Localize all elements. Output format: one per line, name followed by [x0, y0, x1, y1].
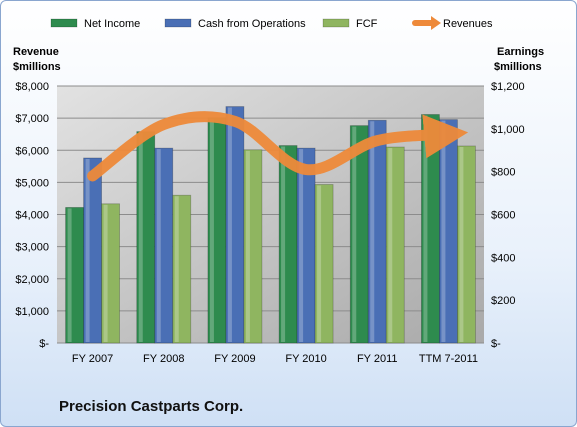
- x-axis-tick-label: FY 2008: [143, 353, 184, 365]
- bar-highlight: [138, 132, 143, 342]
- bar-fcf: [314, 184, 334, 344]
- bar-fcf: [385, 146, 405, 344]
- right-axis-tick-label: $800: [491, 167, 515, 179]
- left-axis-tick-label: $5,000: [15, 177, 49, 189]
- x-axis-tick-label: FY 2007: [72, 353, 113, 365]
- legend-label-fcf: FCF: [356, 18, 378, 30]
- bar-highlight: [85, 158, 90, 342]
- revenues-line: [87, 111, 469, 182]
- bar-highlight: [317, 185, 322, 342]
- bar-highlight: [352, 126, 357, 342]
- left-axis-tick-label: $-: [39, 338, 49, 350]
- bar-highlight: [299, 149, 304, 342]
- legend-arrow: [431, 16, 441, 30]
- legend-swatch-net-income: [50, 18, 78, 28]
- legend-label-net-income: Net Income: [84, 18, 140, 30]
- left-axis-tick-label: $7,000: [15, 113, 49, 125]
- right-axis-title-line1: Earnings: [497, 46, 544, 58]
- left-axis-tick-label: $3,000: [15, 242, 49, 254]
- bar-highlight: [281, 146, 286, 342]
- bar-highlight: [441, 120, 446, 342]
- x-axis-tick-label: FY 2010: [285, 353, 326, 365]
- bar-highlight: [103, 204, 108, 342]
- left-axis-tick-label: $6,000: [15, 145, 49, 157]
- legend-label-cash-from-operations: Cash from Operations: [198, 18, 306, 30]
- right-axis-tick-label: $600: [491, 210, 515, 222]
- x-axis-tick-label: FY 2009: [214, 353, 255, 365]
- bar-highlight: [245, 150, 250, 342]
- x-axis-tick-label: FY 2011: [357, 353, 398, 365]
- company-name: Precision Castparts Corp.: [59, 398, 244, 415]
- right-axis-tick-label: $1,200: [491, 81, 525, 93]
- bar-highlight: [67, 208, 72, 342]
- right-axis-tick-label: $200: [491, 295, 515, 307]
- left-axis-tick-label: $2,000: [15, 274, 49, 286]
- right-axis-title-line2: $millions: [494, 61, 542, 73]
- left-axis-tick-label: $4,000: [15, 210, 49, 222]
- legend: Net Income Cash from Operations FCF Revenue…: [50, 16, 493, 30]
- left-axis-title-line1: Revenue: [13, 46, 59, 58]
- left-axis-tick-label: $1,000: [15, 306, 49, 318]
- bar-highlight: [174, 196, 179, 342]
- bar-highlight: [227, 107, 232, 342]
- legend-swatch-fcf: [322, 18, 350, 28]
- right-axis-tick-label: $400: [491, 252, 515, 264]
- bar-fcf: [243, 149, 263, 344]
- left-axis-tick-label: $8,000: [15, 81, 49, 93]
- right-axis-tick-label: $-: [491, 338, 501, 350]
- x-axis-tick-label: TTM 7-2011: [419, 353, 478, 365]
- bar-highlight: [156, 149, 161, 342]
- bar-fcf: [101, 203, 120, 344]
- legend-label-revenues: Revenues: [443, 18, 493, 30]
- bar-highlight: [209, 118, 214, 343]
- bar-highlight: [423, 115, 428, 343]
- bar-highlight: [388, 148, 393, 342]
- bar-fcf: [172, 194, 192, 344]
- bar-highlight: [459, 146, 464, 342]
- left-axis-title-line2: $millions: [13, 61, 61, 73]
- bar-highlight: [370, 121, 375, 343]
- right-axis-tick-label: $1,000: [491, 124, 525, 136]
- legend-swatch-cash-from-operations: [164, 18, 192, 28]
